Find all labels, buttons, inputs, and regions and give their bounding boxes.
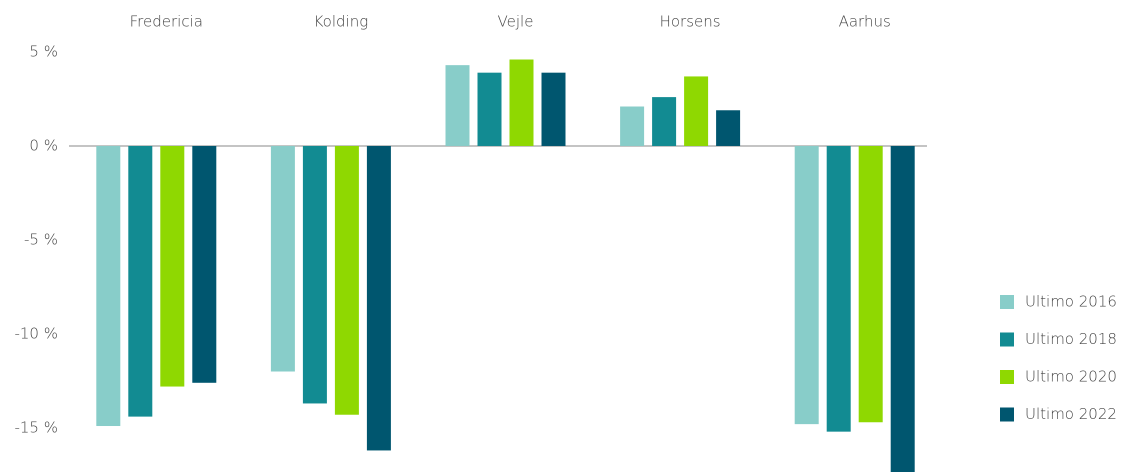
bar [716, 110, 741, 146]
bar [620, 106, 645, 146]
bar [477, 72, 502, 146]
bar [858, 145, 883, 423]
y-tick-label: 5 % [29, 43, 58, 61]
legend-swatch [1000, 332, 1014, 347]
legend-swatch [1000, 407, 1014, 422]
legend-label: Ultimo 2018 [1025, 330, 1117, 348]
y-tick-label: -5 % [24, 230, 58, 248]
x-tick-label: Kolding [314, 13, 369, 31]
x-tick-label: Vejle [498, 13, 534, 31]
bar [794, 145, 819, 425]
bar [96, 145, 121, 427]
bar [509, 59, 534, 146]
bar [541, 72, 566, 146]
bar [160, 145, 185, 387]
bar [890, 145, 915, 472]
legend-swatch [1000, 370, 1014, 384]
legend-label: Ultimo 2020 [1025, 368, 1117, 386]
bar [826, 145, 851, 432]
bar [366, 145, 391, 451]
bar [652, 97, 677, 146]
y-tick-label: 0 % [29, 136, 58, 154]
bar [270, 145, 295, 372]
x-tick-label: Fredericia [130, 13, 203, 31]
bar [334, 145, 359, 415]
bar [128, 145, 153, 417]
y-tick-label: -10 % [14, 324, 58, 342]
y-tick-label: -15 % [14, 418, 58, 436]
bar [684, 76, 709, 146]
x-tick-label: Horsens [660, 13, 721, 31]
legend-label: Ultimo 2022 [1025, 405, 1117, 423]
bar [445, 65, 470, 146]
x-tick-label: Aarhus [839, 13, 891, 31]
bar [302, 145, 327, 404]
bar [192, 145, 217, 383]
legend-label: Ultimo 2016 [1025, 293, 1117, 311]
legend-swatch [1000, 295, 1014, 309]
